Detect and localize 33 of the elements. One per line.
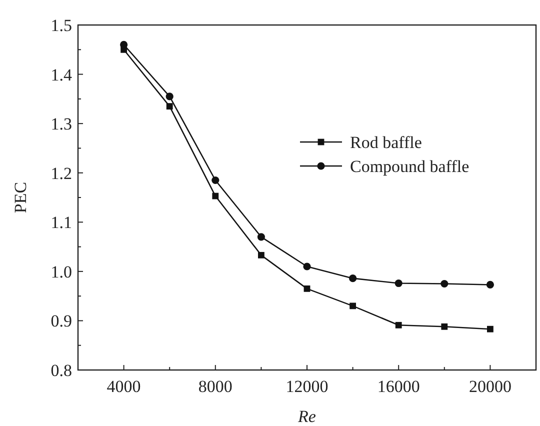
point xyxy=(166,92,174,100)
y-tick-label: 1.4 xyxy=(50,65,72,84)
y-axis-title: PEC xyxy=(11,182,30,214)
point xyxy=(304,285,310,292)
y-tick-label: 0.8 xyxy=(50,361,72,380)
point xyxy=(394,279,402,288)
point xyxy=(303,262,311,270)
legend-label: Rod baffle xyxy=(350,133,422,152)
point xyxy=(166,103,173,110)
y-tick-label: 1.3 xyxy=(50,114,72,134)
y-tick-label: 1.0 xyxy=(50,262,72,282)
y-tick-label: 1.2 xyxy=(50,164,72,183)
x-tick-label: 8000 xyxy=(198,377,232,396)
y-tick-label: 1.5 xyxy=(50,16,72,35)
point xyxy=(486,280,494,289)
point xyxy=(395,322,402,328)
x-tick-label: 20000 xyxy=(468,377,512,396)
y-tick-label: 1.1 xyxy=(50,213,72,232)
point xyxy=(487,326,494,332)
point xyxy=(257,233,265,241)
point xyxy=(349,274,357,282)
x-axis-title: Re xyxy=(297,407,316,426)
x-tick-label: 16000 xyxy=(377,377,420,396)
point xyxy=(440,280,448,288)
x-tick-label: 12000 xyxy=(286,377,328,396)
point xyxy=(212,192,219,200)
point xyxy=(350,302,356,310)
y-tick-label: 0.9 xyxy=(50,312,72,331)
point xyxy=(441,323,448,330)
point xyxy=(212,176,220,184)
legend-label: Compound baffle xyxy=(350,157,470,176)
x-tick-label: 4000 xyxy=(106,377,141,396)
point xyxy=(258,252,264,258)
